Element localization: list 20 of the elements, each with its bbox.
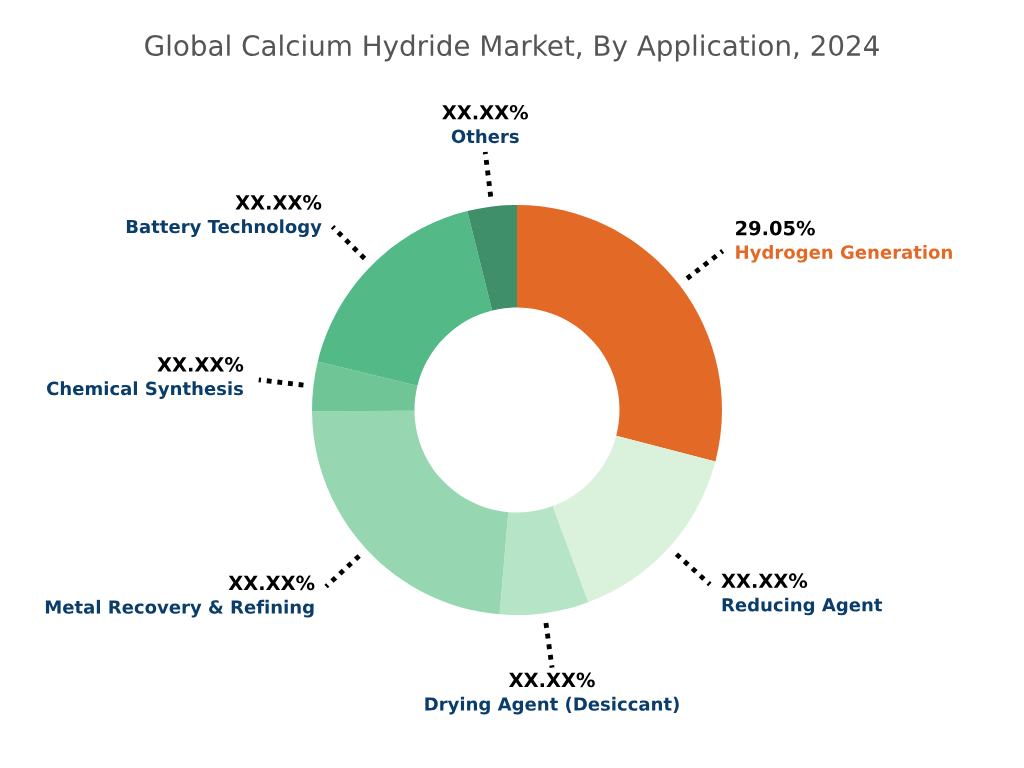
data-label: XX.XX%: [721, 573, 808, 589]
slice-label: Others: [451, 129, 519, 144]
slice-label: Metal Recovery & Refining: [45, 599, 314, 618]
data-label: XX.XX%: [508, 672, 595, 688]
data-label: XX.XX%: [235, 195, 322, 210]
donut-slice: [517, 205, 722, 462]
slice-label: Chemical Synthesis: [47, 381, 243, 399]
slice-label: Hydrogen Generation: [736, 244, 952, 263]
donut-slice: [499, 506, 589, 615]
donut-slice: [552, 435, 716, 603]
data-label: XX.XX%: [228, 575, 315, 591]
chart-title: Global Calcium Hydride Market, By Application, 2024: [145, 34, 879, 62]
donut-slice: [312, 361, 418, 412]
donut-slice: [467, 205, 517, 311]
data-label: 29.05%: [736, 220, 815, 236]
slice-label: Reducing Agent: [722, 597, 883, 616]
data-label: XX.XX%: [157, 357, 244, 372]
slice-label: Battery Technology: [126, 219, 322, 237]
slice-label: Drying Agent (Desiccant): [425, 696, 679, 715]
data-label: XX.XX%: [442, 104, 529, 120]
